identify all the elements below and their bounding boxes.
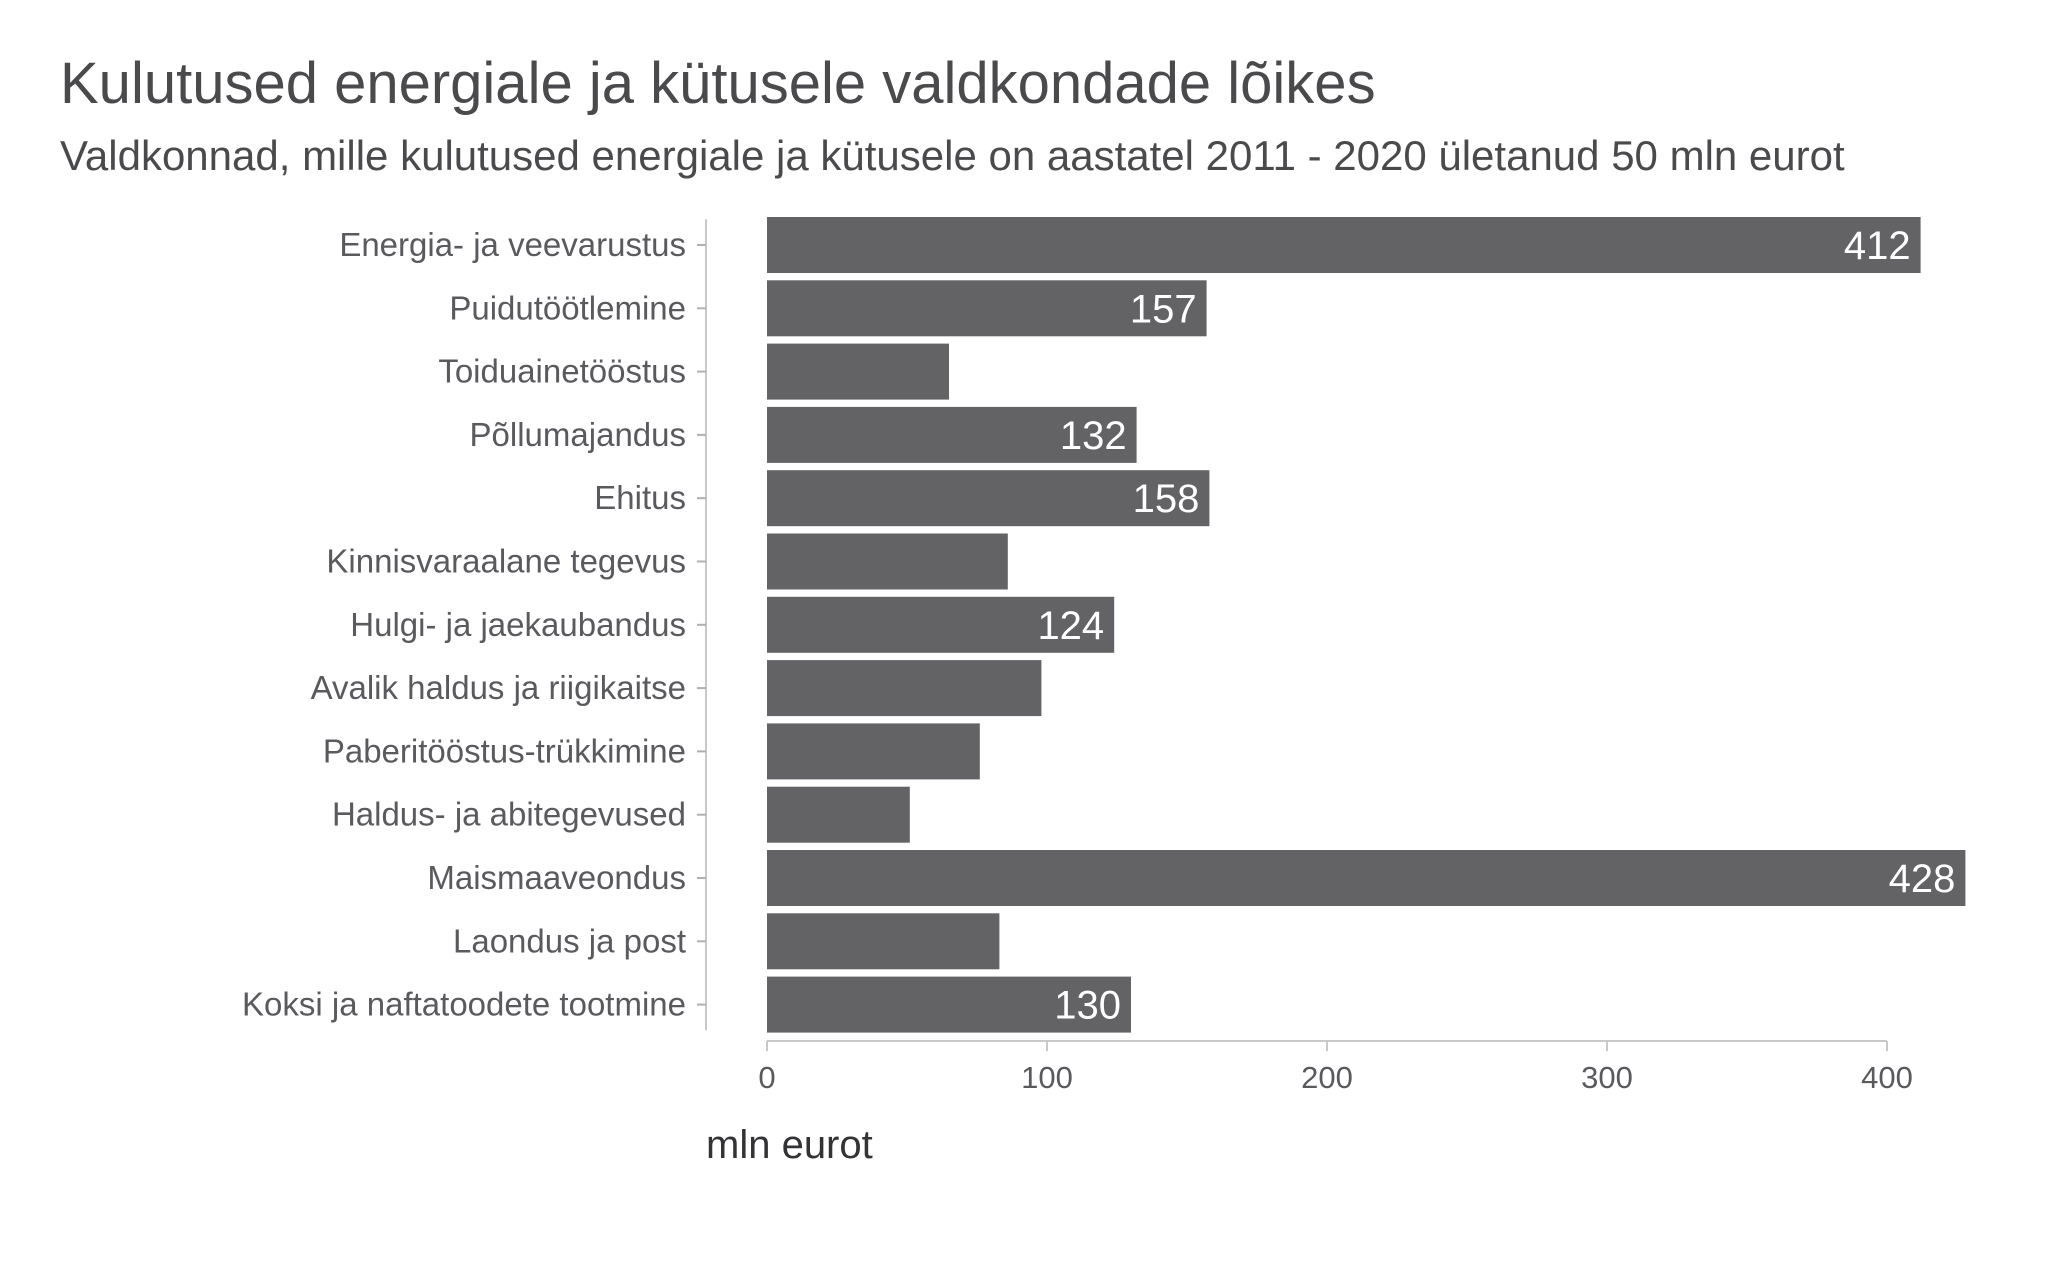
category-label: Kinnisvaraalane tegevus [326,543,686,580]
bar [767,343,949,400]
bar [767,596,1115,653]
x-axis-title: mln eurot [706,1123,873,1167]
category-label: Laondus ja post [453,922,686,959]
category-label: Maismaaveondus [427,859,686,896]
bar-value-label: 132 [1060,414,1127,458]
category-label: Põllumajandus [470,416,686,453]
category-axis: Energia- ja veevarustus Puidutöötlemine To… [242,219,707,1031]
bar [767,723,980,780]
category-label: Energia- ja veevarustus [339,226,686,263]
bar [767,850,1966,906]
bar [767,533,1008,590]
category-label: Ehitus [594,479,686,516]
bar-value-label: 158 [1133,477,1200,521]
category-label: Toiduainetööstus [438,353,686,390]
value-tick-label: 0 [758,1060,775,1095]
category-label: Paberitööstus-trükkimine [323,732,686,769]
bar-value-label: 124 [1037,604,1104,648]
category-label: Puidutöötlemine [449,289,686,326]
bar [767,660,1042,717]
bar [767,913,1000,970]
chart-subtitle: Valdkonnad, mille kulutused energiale ja… [60,132,1845,179]
bar-value-label: 157 [1130,287,1197,331]
bar-value-label: 130 [1054,984,1121,1028]
bar [767,217,1921,273]
category-label: Koksi ja naftatoodete tootmine [242,986,686,1023]
bar [767,786,910,843]
chart-title: Kulutused energiale ja kütusele valdkond… [60,51,1376,116]
bar-value-label: 428 [1889,857,1956,901]
category-label: Avalik haldus ja riigikaitse [311,669,686,706]
value-tick-label: 100 [1021,1060,1073,1095]
bar-value-label: 412 [1844,224,1911,268]
value-axis: 0 100 200 300 400 [758,1040,1913,1095]
value-tick-label: 200 [1301,1060,1353,1095]
category-label: Hulgi- ja jaekaubandus [350,606,686,643]
bar [767,470,1210,527]
bar [767,406,1137,463]
value-tick-label: 300 [1581,1060,1633,1095]
value-tick-label: 400 [1861,1060,1913,1095]
category-label: Haldus- ja abitegevused [332,796,686,833]
bar [767,976,1131,1033]
bar [767,280,1207,337]
